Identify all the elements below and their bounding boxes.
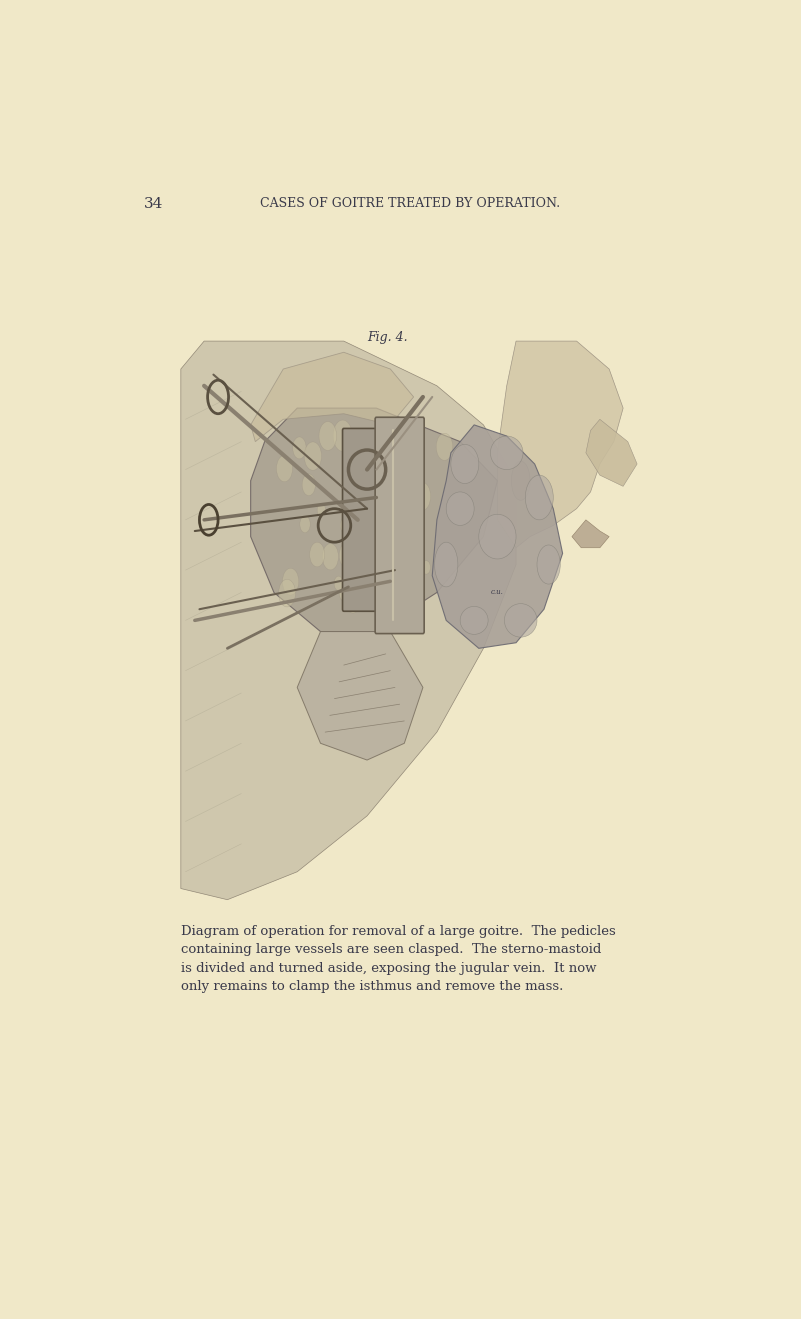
Ellipse shape [435,542,458,587]
Circle shape [406,462,416,476]
Ellipse shape [446,492,474,525]
Text: 34: 34 [143,197,163,211]
Text: CASES OF GOITRE TREATED BY OPERATION.: CASES OF GOITRE TREATED BY OPERATION. [260,197,561,210]
Circle shape [392,538,410,568]
Circle shape [407,563,421,586]
Ellipse shape [525,475,553,520]
Circle shape [422,561,430,574]
Text: only remains to clamp the isthmus and remove the mass.: only remains to clamp the isthmus and re… [181,980,563,993]
Circle shape [304,442,321,471]
Circle shape [372,563,392,595]
Polygon shape [572,520,609,547]
Circle shape [347,456,356,472]
Polygon shape [433,425,562,649]
Circle shape [300,516,310,533]
Polygon shape [251,352,413,442]
Circle shape [386,516,405,546]
Text: c.u.: c.u. [491,588,504,596]
Circle shape [346,591,360,613]
Circle shape [396,520,412,545]
Circle shape [373,549,381,562]
Polygon shape [497,342,623,547]
Circle shape [413,483,431,510]
Circle shape [319,422,336,450]
Circle shape [283,568,299,595]
Circle shape [322,543,339,570]
Ellipse shape [460,607,488,634]
Circle shape [413,530,424,549]
Circle shape [373,534,388,559]
Circle shape [340,542,355,568]
Circle shape [279,579,296,607]
Text: Diagram of operation for removal of a large goitre.  The pedicles: Diagram of operation for removal of a la… [181,925,616,938]
Circle shape [292,437,306,459]
Circle shape [377,487,385,500]
Ellipse shape [505,604,537,637]
Text: is divided and turned aside, exposing the jugular vein.  It now: is divided and turned aside, exposing th… [181,962,596,975]
Circle shape [405,484,419,508]
Circle shape [349,528,368,559]
Ellipse shape [451,445,479,484]
Circle shape [437,433,453,460]
Circle shape [388,513,403,537]
Ellipse shape [511,462,530,500]
Circle shape [354,568,368,592]
Circle shape [368,456,384,483]
Circle shape [276,455,292,481]
Polygon shape [297,632,423,760]
Ellipse shape [537,545,560,584]
Circle shape [317,504,325,517]
Text: containing large vessels are seen clasped.  The sterno-mastoid: containing large vessels are seen claspe… [181,943,602,956]
Circle shape [333,419,352,451]
Circle shape [340,586,348,601]
Circle shape [384,451,398,474]
Circle shape [374,576,383,591]
Circle shape [395,459,409,480]
Polygon shape [181,342,516,900]
Circle shape [340,517,350,533]
Circle shape [350,561,363,582]
Circle shape [302,474,316,496]
FancyBboxPatch shape [343,429,382,611]
FancyBboxPatch shape [375,417,425,633]
Ellipse shape [479,514,516,559]
Ellipse shape [490,437,523,470]
Polygon shape [586,419,637,487]
Circle shape [334,576,343,591]
Circle shape [402,427,414,446]
Circle shape [390,576,410,609]
Circle shape [398,520,409,538]
Text: Fig. 4.: Fig. 4. [367,331,408,344]
Polygon shape [251,408,497,632]
Circle shape [310,542,324,567]
Circle shape [404,516,422,546]
Circle shape [392,576,403,592]
